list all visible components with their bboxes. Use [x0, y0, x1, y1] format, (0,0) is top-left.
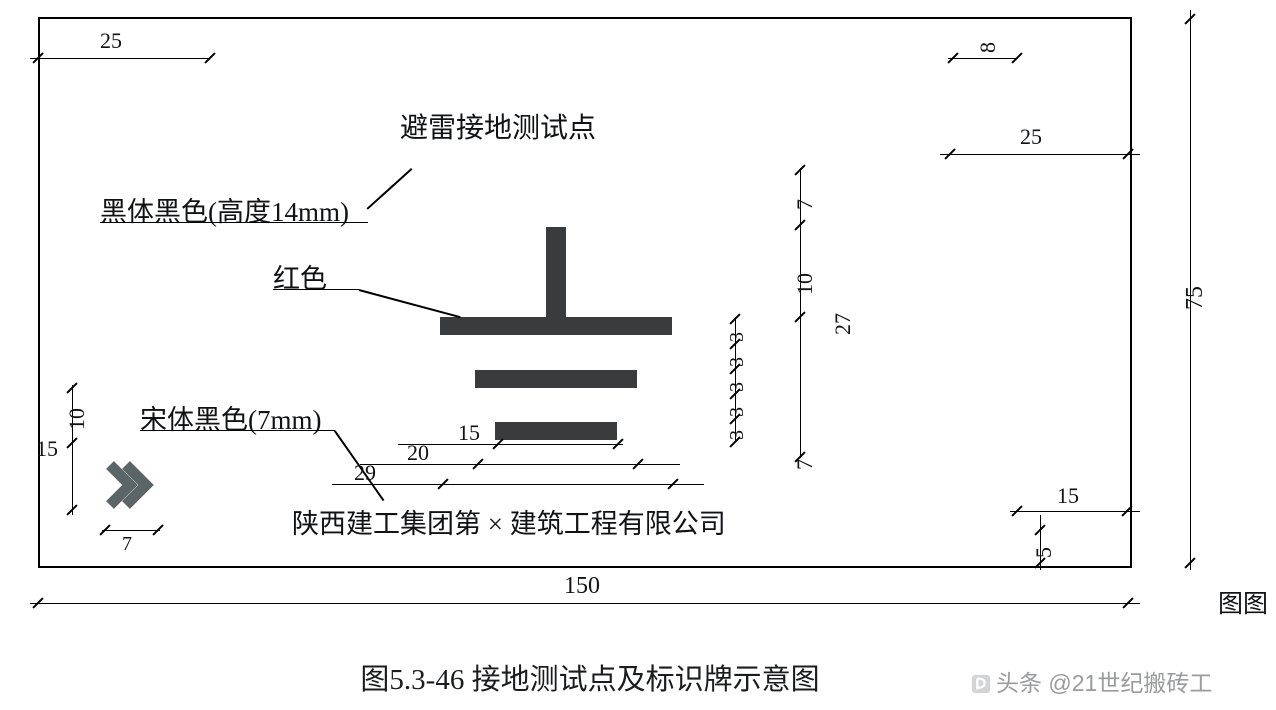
- dim-tick: [1183, 556, 1197, 570]
- ground-bar-1: [440, 317, 672, 335]
- watermark-text: 头条 @21世纪搬砖工: [996, 670, 1212, 696]
- dim-h20: 20: [407, 440, 429, 466]
- dim-right-25: 25: [1020, 124, 1042, 150]
- side-label: 图图: [1218, 592, 1248, 617]
- ground-bar-3: [495, 422, 617, 440]
- dim-bottom-150: 150: [564, 573, 600, 600]
- ground-bar-2: [475, 370, 637, 388]
- leader-title-style-h: [100, 222, 368, 223]
- dim-h15-line: [398, 444, 623, 445]
- dim-v27: 27: [830, 313, 856, 335]
- note-red-color: 红色: [273, 257, 327, 296]
- dim-top-right-8: 8: [975, 42, 1001, 53]
- dim-v3a: 3: [726, 332, 749, 342]
- dim-v3b: 3: [726, 357, 749, 367]
- dim-right-75: 75: [1182, 286, 1209, 310]
- dim-h29: 29: [354, 460, 376, 486]
- note-title-style: 黑体黑色(高度14mm): [100, 190, 349, 229]
- dim-br15: 15: [1057, 483, 1079, 509]
- ground-vertical: [546, 227, 566, 317]
- dim-top-left-25-line: [30, 58, 210, 59]
- dim-v7-top: 7: [792, 199, 818, 210]
- dim-left-10: 10: [64, 408, 90, 430]
- sign-title: 避雷接地测试点: [400, 106, 596, 146]
- dim-tick: [1183, 12, 1197, 26]
- note-company-style: 宋体黑色(7mm): [140, 398, 322, 437]
- watermark: 头条 @21世纪搬砖工: [970, 664, 1212, 698]
- company-name: 陕西建工集团第 × 建筑工程有限公司: [292, 502, 726, 541]
- dim-v3c: 3: [726, 382, 749, 392]
- dim-right-25-line: [940, 154, 1140, 155]
- dim-left-line: [72, 385, 73, 515]
- dim-logo-7: 7: [122, 533, 132, 556]
- dim-left-15: 15: [36, 436, 58, 462]
- dim-top-left-25: 25: [100, 28, 122, 54]
- sign-frame: [38, 17, 1132, 568]
- dim-tick: [31, 596, 45, 610]
- dim-v10: 10: [792, 273, 818, 295]
- leader-red-h: [273, 289, 359, 290]
- diagram-canvas: 避雷接地测试点 黑体黑色(高度14mm) 红色 宋体黑色(7mm) 陕西建工集团…: [0, 0, 1276, 710]
- dim-150-line: [30, 603, 1140, 604]
- dim-v3e: 3: [726, 430, 749, 440]
- company-logo-icon: [104, 457, 156, 513]
- dim-v3d: 3: [726, 407, 749, 417]
- dim-tick: [1121, 596, 1135, 610]
- dim-h15: 15: [458, 420, 480, 446]
- leader-company-h: [140, 430, 335, 431]
- dim-h29-line: [332, 484, 704, 485]
- watermark-icon: [970, 673, 992, 695]
- dim-v7-bot: 7: [792, 459, 818, 470]
